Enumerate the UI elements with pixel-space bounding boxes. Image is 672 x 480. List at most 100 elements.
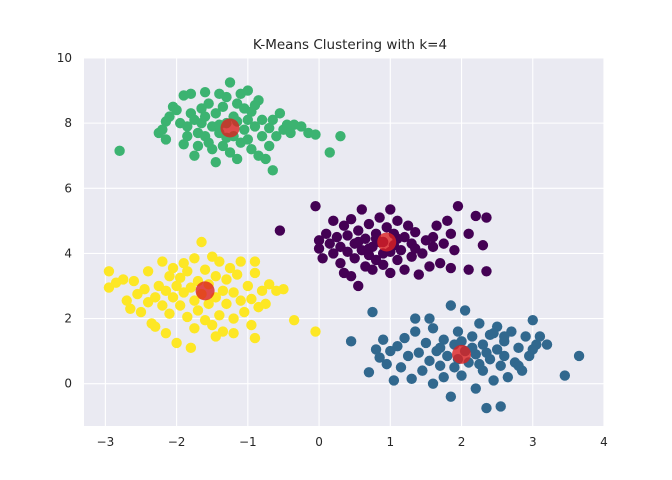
cluster-0 <box>114 77 346 176</box>
data-point <box>199 264 211 275</box>
data-point <box>513 360 524 371</box>
data-point <box>324 238 335 249</box>
data-point <box>345 336 357 347</box>
data-point <box>235 295 246 306</box>
data-point <box>328 215 339 227</box>
data-point <box>271 130 282 142</box>
data-point <box>410 243 421 254</box>
data-point <box>445 391 457 402</box>
data-point <box>139 284 150 295</box>
data-point <box>534 331 546 342</box>
data-point <box>256 114 268 126</box>
data-point <box>413 347 424 358</box>
data-point <box>477 339 489 350</box>
data-point <box>246 293 257 305</box>
data-point <box>399 264 410 275</box>
data-point <box>463 264 474 275</box>
data-point <box>142 266 154 277</box>
data-point <box>324 147 335 158</box>
data-point <box>203 98 214 109</box>
data-point <box>310 200 321 212</box>
data-point <box>274 108 286 119</box>
data-point <box>199 111 211 122</box>
data-point <box>488 375 499 386</box>
data-point <box>527 344 538 355</box>
data-point <box>481 402 492 414</box>
data-point <box>481 212 492 223</box>
data-point <box>399 332 410 344</box>
data-point <box>214 256 225 267</box>
data-point <box>541 339 553 350</box>
data-point <box>488 327 499 339</box>
data-point <box>374 212 385 223</box>
data-point <box>182 266 193 277</box>
data-point <box>224 147 236 158</box>
y-tick-label: 8 <box>64 116 72 130</box>
data-point <box>239 306 250 318</box>
data-point <box>296 121 307 132</box>
data-point <box>310 326 321 337</box>
data-point <box>207 319 218 331</box>
data-point <box>367 264 378 275</box>
x-tick-label: 4 <box>600 435 608 449</box>
centroid-markers <box>195 118 472 364</box>
data-point <box>196 236 207 248</box>
data-point <box>410 227 421 238</box>
data-point <box>420 337 432 349</box>
data-point <box>353 236 364 248</box>
data-point <box>228 287 239 298</box>
data-point <box>178 139 189 150</box>
data-point <box>249 256 261 267</box>
data-point <box>185 342 197 354</box>
data-point <box>431 220 442 231</box>
data-point <box>288 314 300 326</box>
data-point <box>424 355 435 367</box>
data-point <box>495 401 506 412</box>
data-point <box>121 295 132 306</box>
data-point <box>417 365 428 376</box>
data-point <box>349 253 360 264</box>
data-point <box>217 140 229 152</box>
data-point <box>313 243 325 254</box>
data-point <box>150 321 161 332</box>
data-point <box>328 248 339 259</box>
data-point <box>267 165 278 176</box>
data-point <box>239 124 250 135</box>
data-point <box>463 228 474 240</box>
data-point <box>367 306 378 318</box>
data-point <box>207 143 218 155</box>
data-point <box>242 85 254 96</box>
data-point <box>470 383 481 394</box>
data-point <box>189 295 200 306</box>
data-point <box>434 360 446 371</box>
data-point <box>456 336 467 347</box>
data-point <box>128 275 140 287</box>
y-tick-label: 2 <box>64 312 72 326</box>
data-point <box>150 292 161 303</box>
data-point <box>392 254 403 266</box>
data-point <box>210 270 221 282</box>
data-point <box>224 77 236 88</box>
data-point <box>477 240 489 251</box>
data-point <box>434 342 446 354</box>
data-point <box>242 134 254 145</box>
data-point <box>171 104 182 116</box>
data-point <box>313 235 325 246</box>
x-tick-label: 2 <box>458 435 466 449</box>
centroid-marker <box>195 281 215 301</box>
x-axis-ticks: −3 −2 −1 0 1 2 3 4 <box>97 435 608 449</box>
data-point <box>114 145 125 157</box>
data-point <box>267 114 278 126</box>
data-point <box>210 157 221 168</box>
x-tick-label: 3 <box>529 435 537 449</box>
data-point <box>342 230 353 241</box>
data-point <box>167 292 179 303</box>
data-point <box>402 220 414 231</box>
data-point <box>278 284 289 295</box>
data-point <box>164 270 175 282</box>
data-point <box>103 266 115 277</box>
data-point <box>182 130 193 142</box>
data-point <box>353 225 364 236</box>
data-point <box>246 319 257 331</box>
x-tick-label: −2 <box>168 435 186 449</box>
